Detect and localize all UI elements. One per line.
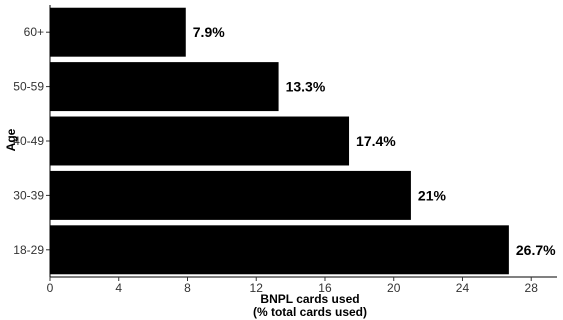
x-tick-label-4: 4 xyxy=(115,281,122,295)
y-axis-title: Age xyxy=(4,128,18,151)
x-axis: 0 4 8 12 16 20 24 28 xyxy=(47,276,557,295)
x-axis-title-line-2: (% total cards used) xyxy=(253,305,367,319)
x-tick-label-24: 24 xyxy=(456,281,470,295)
bar-18-29 xyxy=(50,225,509,275)
y-axis: 60+ 50-59 40-49 30-39 18-29 xyxy=(13,5,51,277)
x-tick-label-16: 16 xyxy=(318,281,332,295)
bars-group xyxy=(50,7,509,275)
x-tick-label-28: 28 xyxy=(525,281,539,295)
data-label-60+: 7.9% xyxy=(193,24,225,40)
x-axis-title-line-1: BNPL cards used xyxy=(260,292,359,306)
data-label-30-39: 21% xyxy=(418,187,447,203)
x-tick-label-20: 20 xyxy=(387,281,401,295)
y-tick-label-30-39: 30-39 xyxy=(13,188,44,202)
bar-60+ xyxy=(50,7,186,57)
x-tick-label-0: 0 xyxy=(47,281,54,295)
data-labels-group: 7.9% 13.3% 17.4% 21% 26.7% xyxy=(193,24,556,258)
data-label-40-49: 17.4% xyxy=(356,133,396,149)
bar-40-49 xyxy=(50,116,350,166)
y-tick-label-50-59: 50-59 xyxy=(13,80,44,94)
x-tick-label-8: 8 xyxy=(184,281,191,295)
bar-50-59 xyxy=(50,62,279,112)
y-tick-label-60+: 60+ xyxy=(24,25,44,39)
x-tick-label-12: 12 xyxy=(250,281,264,295)
data-label-18-29: 26.7% xyxy=(516,242,556,258)
y-tick-label-40-49: 40-49 xyxy=(13,134,44,148)
data-label-50-59: 13.3% xyxy=(286,79,326,95)
y-tick-label-18-29: 18-29 xyxy=(13,243,44,257)
bar-30-39 xyxy=(50,170,411,220)
